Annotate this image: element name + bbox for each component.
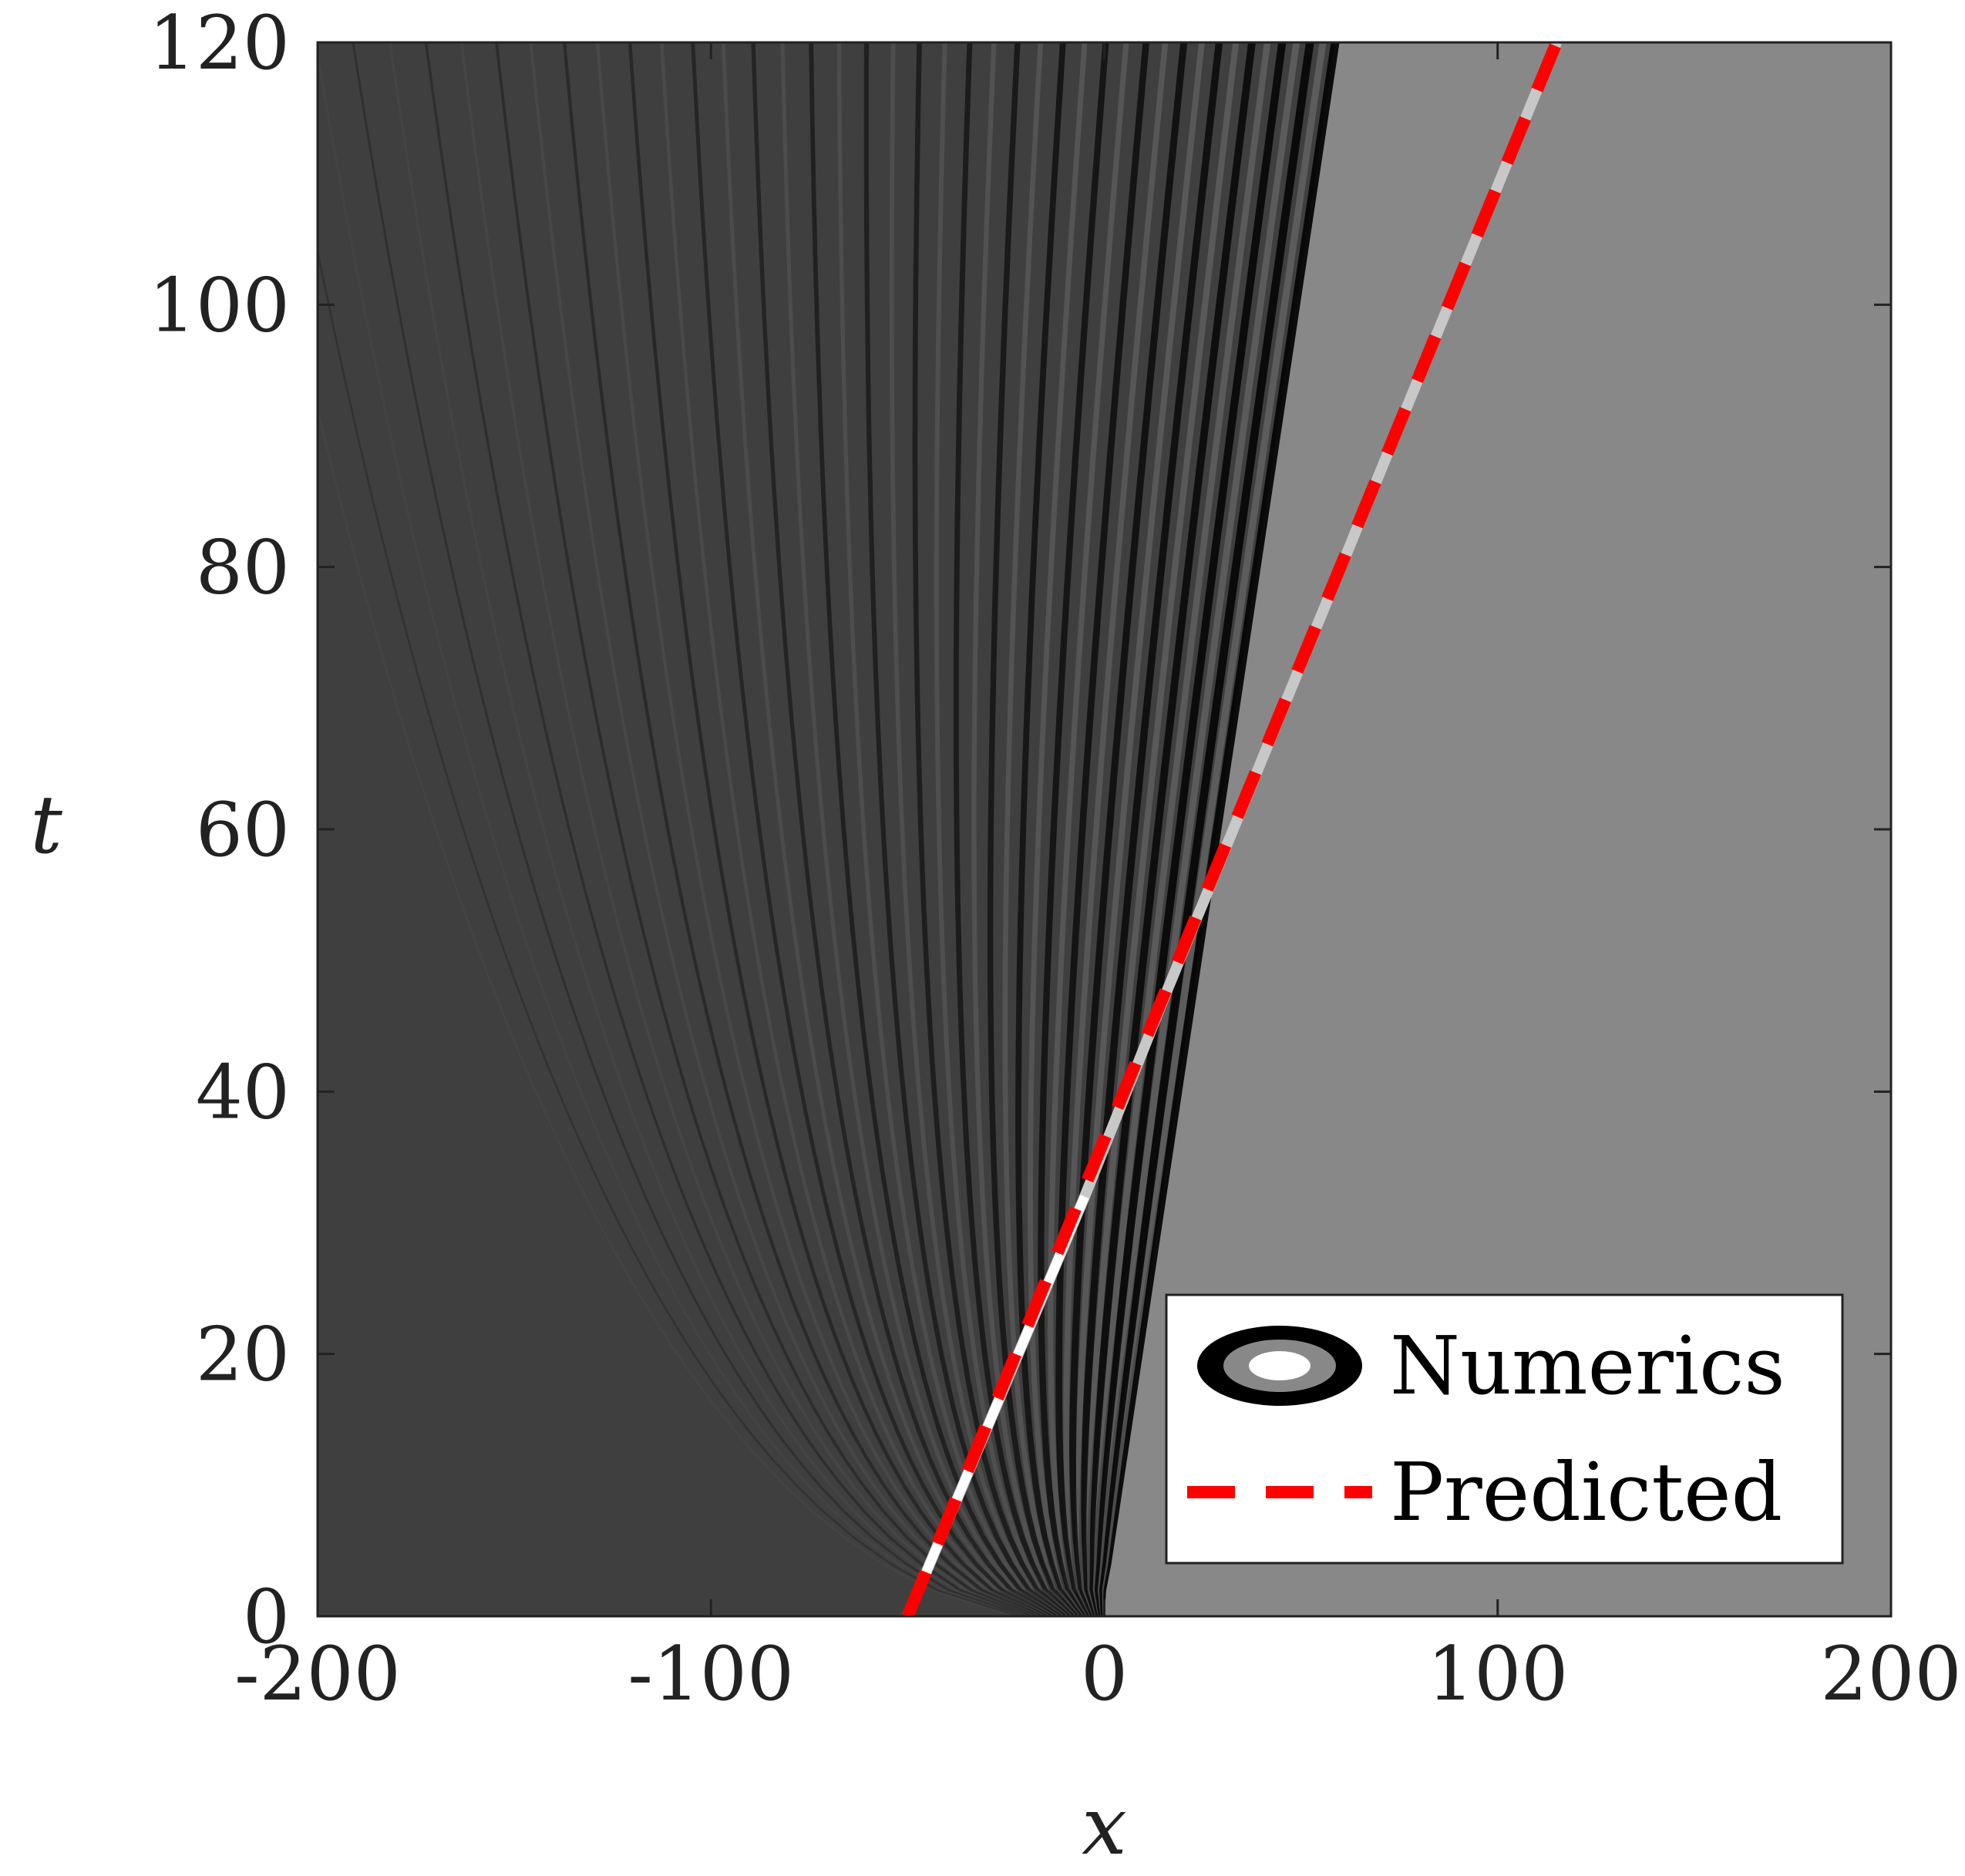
heatmap-right-region <box>1100 42 1891 1616</box>
x-tick-label: -100 <box>628 1631 794 1717</box>
fringe-dark <box>1093 42 1314 1616</box>
fringe-light <box>1095 42 1327 1616</box>
fringe-dark <box>1078 42 1223 1616</box>
fringe-dark <box>751 42 1057 1616</box>
fringe-light <box>889 42 1068 1616</box>
fringe-dark <box>628 42 1047 1616</box>
y-tick-labels: 0 20 40 60 80 100 120 <box>149 0 290 1660</box>
fringe-dark <box>1055 42 1149 1616</box>
y-tick-label: 120 <box>149 0 290 86</box>
fringe-dark <box>1085 42 1256 1616</box>
fringe-light <box>1048 42 1129 1616</box>
fringe-dark <box>953 42 1075 1616</box>
fringe-light <box>836 42 1064 1616</box>
axis-ticks <box>316 41 1893 1618</box>
fringe-dark <box>1068 42 1188 1616</box>
legend: Numerics Predicted <box>1165 1293 1844 1565</box>
fringe-light <box>1028 42 1088 1616</box>
y-tick-label: 100 <box>149 262 290 348</box>
x-tick-label: 200 <box>1820 1631 1961 1717</box>
fringe-light <box>1088 42 1271 1616</box>
fringe-light <box>934 42 1072 1616</box>
fringe-light <box>660 42 1049 1616</box>
fringe-dark <box>1095 42 1340 1616</box>
y-tick-label: 40 <box>196 1049 290 1135</box>
fringe-light <box>460 42 1034 1616</box>
fringe-light <box>529 42 1039 1616</box>
fringe-dark <box>912 42 1070 1616</box>
fringe-dark <box>987 42 1078 1616</box>
fringe-dark <box>863 42 1066 1616</box>
heatmap <box>318 42 1891 1616</box>
x-tick-label: 100 <box>1427 1631 1568 1717</box>
fringe-light <box>971 42 1076 1616</box>
y-tick-label: 80 <box>196 525 290 611</box>
fringe-dark <box>495 42 1036 1616</box>
predicted-line <box>901 42 1563 1616</box>
fringe-light <box>780 42 1059 1616</box>
y-tick-label: 20 <box>196 1312 290 1398</box>
fringe-light <box>318 47 1022 1616</box>
fringe-light <box>721 42 1054 1616</box>
fringe-light <box>389 42 1028 1616</box>
x-axis-label: x <box>1082 1779 1127 1873</box>
fringe-light <box>1075 42 1205 1616</box>
fringe-dark <box>691 42 1051 1616</box>
x-tick-label: 0 <box>1081 1631 1128 1717</box>
fringe-dark <box>424 42 1031 1616</box>
y-tick-label: 0 <box>243 1574 290 1660</box>
y-axis-label: t <box>30 778 62 872</box>
fringe-light <box>595 42 1045 1616</box>
fringe-light <box>318 405 1016 1616</box>
y-tick-label: 60 <box>196 787 290 873</box>
x-tick-labels: -200 -100 0 100 200 <box>234 1631 1961 1717</box>
fringe-light <box>1083 42 1240 1616</box>
legend-numerics-label: Numerics <box>1390 1319 1785 1413</box>
fringe-dark <box>563 42 1041 1616</box>
soliton-track-core-0 <box>903 1195 1089 1616</box>
predicted-line-group <box>901 42 1563 1616</box>
fringe-light <box>1092 42 1300 1616</box>
numerics-legend-icon <box>1197 1326 1362 1406</box>
fringe-dark <box>1089 42 1287 1616</box>
fringe-light <box>1063 42 1169 1616</box>
fringe-dark <box>352 42 1025 1616</box>
legend-predicted-label: Predicted <box>1390 1445 1782 1539</box>
x-tick-label: -200 <box>234 1631 401 1717</box>
fringe-dark <box>1038 42 1109 1616</box>
numerics-icon-inner <box>1249 1351 1311 1380</box>
fringe-dark <box>809 42 1062 1616</box>
